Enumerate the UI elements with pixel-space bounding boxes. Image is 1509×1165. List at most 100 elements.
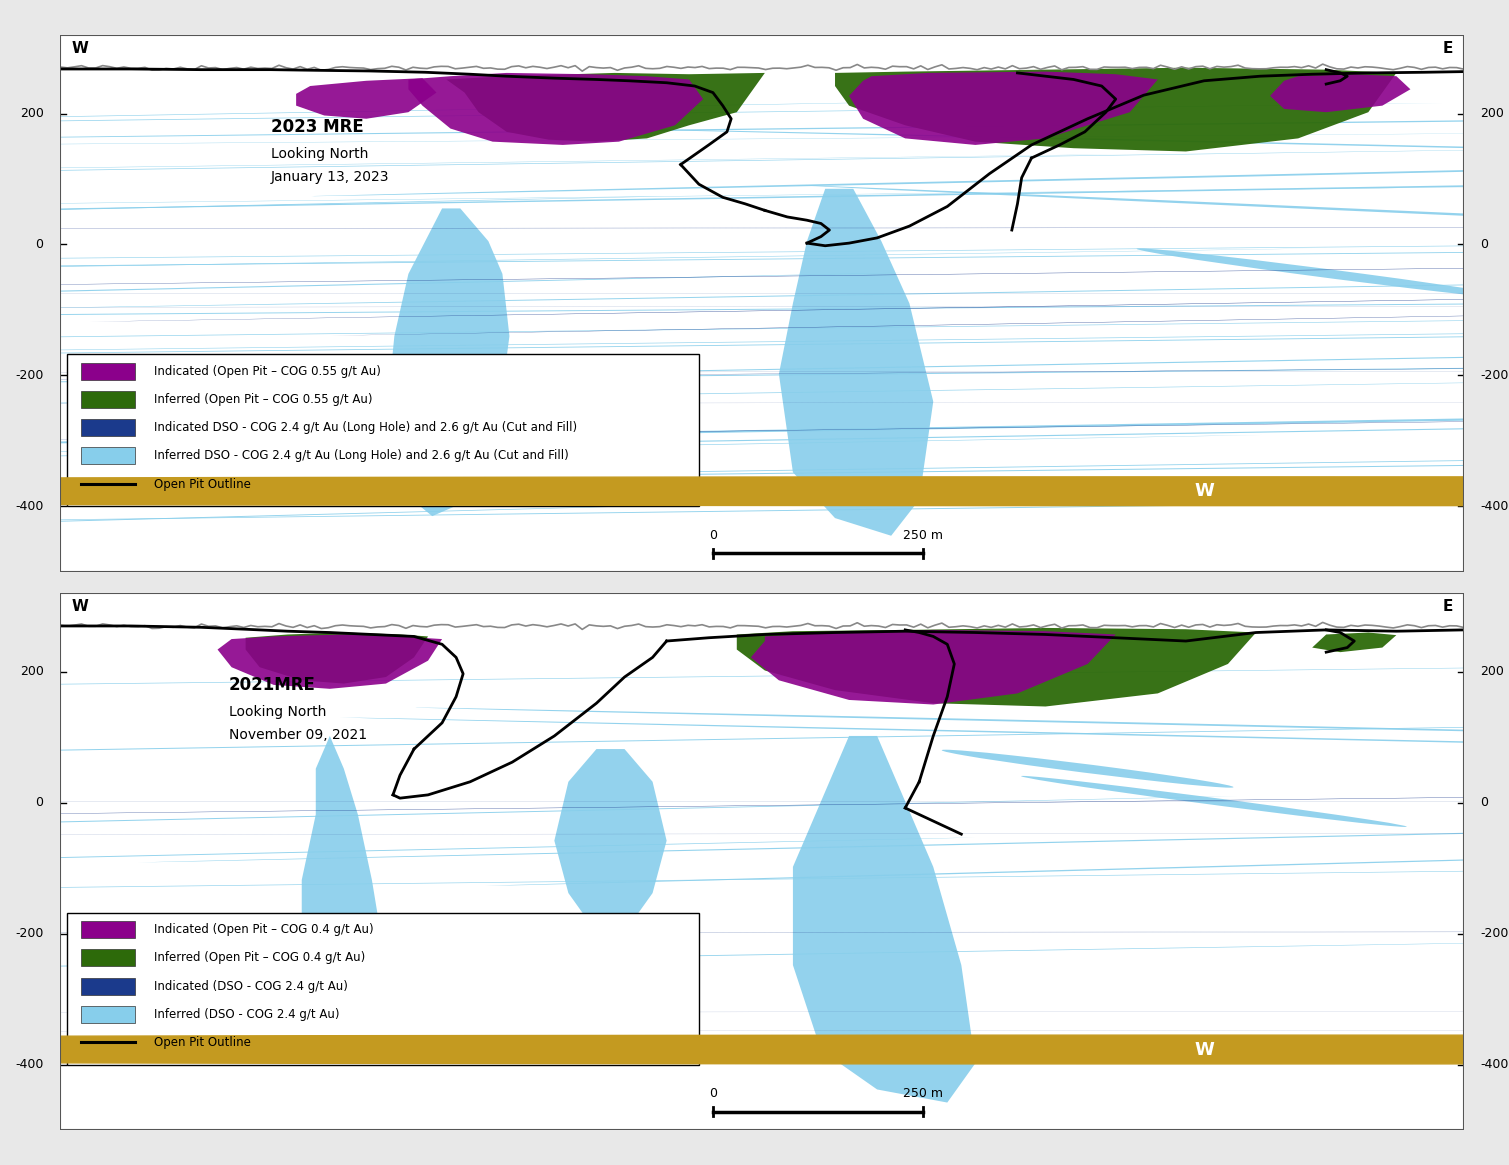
Text: W: W xyxy=(1194,1040,1215,1059)
Polygon shape xyxy=(296,78,436,119)
Ellipse shape xyxy=(0,718,1509,779)
Ellipse shape xyxy=(0,368,1509,375)
Ellipse shape xyxy=(0,316,1509,363)
Ellipse shape xyxy=(5,278,1509,309)
Text: E: E xyxy=(1443,41,1453,56)
Ellipse shape xyxy=(0,221,1509,234)
Text: 2023 MRE: 2023 MRE xyxy=(272,118,364,136)
Text: -400: -400 xyxy=(1480,500,1509,513)
Bar xyxy=(81,1005,134,1023)
Text: Looking North: Looking North xyxy=(229,705,326,719)
Ellipse shape xyxy=(0,659,1509,707)
Text: January 13, 2023: January 13, 2023 xyxy=(272,170,389,184)
Text: 2021MRE: 2021MRE xyxy=(229,676,315,694)
Polygon shape xyxy=(217,635,442,689)
Ellipse shape xyxy=(0,104,1444,137)
Text: November 09, 2021: November 09, 2021 xyxy=(229,728,367,742)
Ellipse shape xyxy=(0,248,1313,280)
Bar xyxy=(81,977,134,995)
Text: 250 m: 250 m xyxy=(904,1087,943,1100)
Text: Indicated (DSO - COG 2.4 g/t Au): Indicated (DSO - COG 2.4 g/t Au) xyxy=(154,980,349,993)
Bar xyxy=(68,912,699,1065)
Ellipse shape xyxy=(0,504,679,534)
Ellipse shape xyxy=(311,160,1509,196)
Ellipse shape xyxy=(0,309,1509,363)
Ellipse shape xyxy=(0,386,1509,460)
Polygon shape xyxy=(1271,75,1411,112)
Text: 0: 0 xyxy=(1480,238,1488,250)
Text: 0: 0 xyxy=(36,238,44,250)
Ellipse shape xyxy=(1022,776,1406,827)
Polygon shape xyxy=(386,209,510,516)
Text: -200: -200 xyxy=(1480,369,1509,382)
Text: 0: 0 xyxy=(709,1087,717,1100)
Ellipse shape xyxy=(89,291,1509,322)
Bar xyxy=(81,419,134,436)
Text: 200: 200 xyxy=(20,665,44,678)
Bar xyxy=(81,922,134,938)
Ellipse shape xyxy=(0,106,1509,141)
Ellipse shape xyxy=(415,707,1509,739)
Polygon shape xyxy=(736,628,1255,706)
Text: Indicated (Open Pit – COG 0.4 g/t Au): Indicated (Open Pit – COG 0.4 g/t Au) xyxy=(154,923,374,937)
Ellipse shape xyxy=(0,379,1509,425)
Ellipse shape xyxy=(0,290,1509,297)
Ellipse shape xyxy=(0,778,1509,825)
Ellipse shape xyxy=(0,225,1509,283)
Ellipse shape xyxy=(137,819,1509,862)
Polygon shape xyxy=(246,633,429,684)
Ellipse shape xyxy=(507,126,1509,163)
Ellipse shape xyxy=(0,196,664,220)
Polygon shape xyxy=(447,73,765,142)
Bar xyxy=(81,363,134,380)
Ellipse shape xyxy=(0,929,1509,935)
Polygon shape xyxy=(834,68,1396,151)
Polygon shape xyxy=(409,73,703,144)
Ellipse shape xyxy=(0,226,1509,289)
Polygon shape xyxy=(792,736,975,1102)
Ellipse shape xyxy=(0,221,1509,235)
Ellipse shape xyxy=(484,850,1509,885)
Text: Indicated DSO - COG 2.4 g/t Au (Long Hole) and 2.6 g/t Au (Cut and Fill): Indicated DSO - COG 2.4 g/t Au (Long Hol… xyxy=(154,422,578,435)
Text: Open Pit Outline: Open Pit Outline xyxy=(154,1036,252,1048)
Ellipse shape xyxy=(0,450,1509,485)
Ellipse shape xyxy=(0,130,1509,155)
Text: -400: -400 xyxy=(15,500,44,513)
Text: 200: 200 xyxy=(1480,665,1504,678)
Ellipse shape xyxy=(0,796,1237,846)
Ellipse shape xyxy=(1136,248,1509,299)
Circle shape xyxy=(0,1036,1509,1064)
Ellipse shape xyxy=(0,488,1509,524)
Ellipse shape xyxy=(0,414,1509,442)
Bar xyxy=(68,354,699,507)
Text: 200: 200 xyxy=(20,107,44,120)
Text: 200: 200 xyxy=(1480,107,1504,120)
Text: -400: -400 xyxy=(1480,1058,1509,1071)
Ellipse shape xyxy=(0,435,1263,473)
Text: -200: -200 xyxy=(1480,927,1509,940)
Text: -200: -200 xyxy=(15,369,44,382)
Ellipse shape xyxy=(0,1026,1509,1035)
Ellipse shape xyxy=(0,445,1509,492)
Ellipse shape xyxy=(0,796,1509,807)
Ellipse shape xyxy=(0,940,1509,989)
Ellipse shape xyxy=(0,1010,1509,1015)
Text: 0: 0 xyxy=(709,529,717,542)
Ellipse shape xyxy=(0,398,1509,408)
Bar xyxy=(81,949,134,967)
Ellipse shape xyxy=(0,344,1509,401)
Polygon shape xyxy=(779,189,933,536)
Ellipse shape xyxy=(942,750,1233,788)
Ellipse shape xyxy=(0,417,1509,454)
Text: 0: 0 xyxy=(1480,796,1488,810)
Ellipse shape xyxy=(0,926,1509,939)
Text: -200: -200 xyxy=(15,927,44,940)
Ellipse shape xyxy=(0,273,902,308)
Ellipse shape xyxy=(0,1024,693,1053)
Bar xyxy=(81,447,134,465)
Ellipse shape xyxy=(0,838,975,873)
Ellipse shape xyxy=(0,285,1509,329)
Text: Inferred (Open Pit – COG 0.55 g/t Au): Inferred (Open Pit – COG 0.55 g/t Au) xyxy=(154,393,373,407)
Text: 0: 0 xyxy=(36,796,44,810)
Ellipse shape xyxy=(0,147,1509,191)
